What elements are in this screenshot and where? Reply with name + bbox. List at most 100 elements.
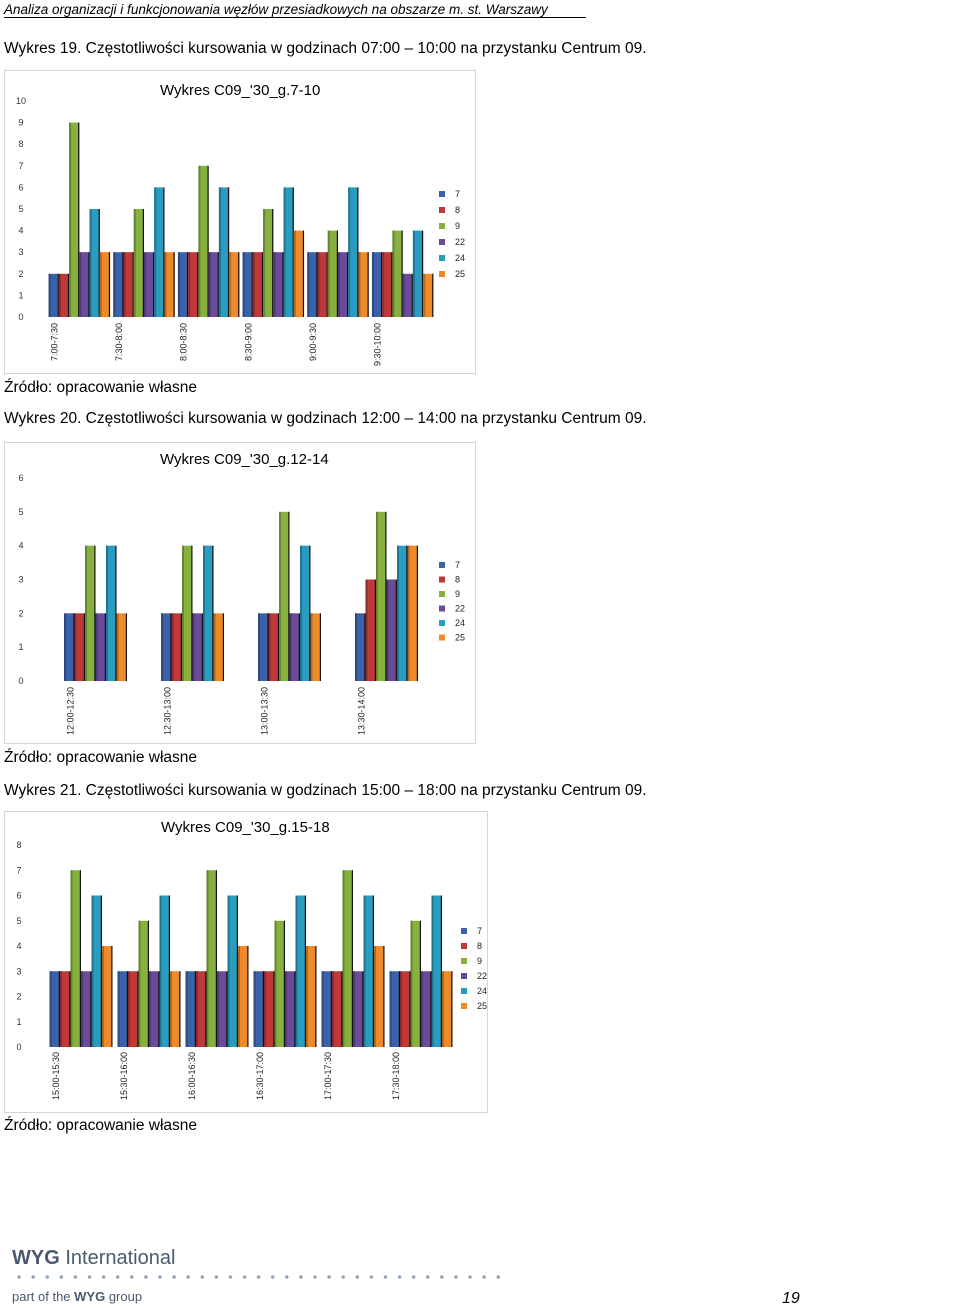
bar-shade	[74, 613, 77, 681]
wyg-group-tagline: part of the WYG group	[12, 1289, 143, 1304]
bar-shade	[410, 920, 413, 1047]
bar	[48, 273, 59, 317]
bar-shade	[161, 613, 163, 681]
legend-swatch	[439, 576, 445, 583]
y-tick-label: 5	[18, 204, 23, 214]
bar-shade	[402, 273, 405, 317]
bar-edge	[94, 545, 96, 681]
bar	[397, 545, 408, 681]
bar-edge	[326, 252, 328, 317]
bar	[206, 870, 217, 1047]
bar-shade	[177, 252, 180, 317]
y-tick-label: 1	[16, 1017, 21, 1027]
legend-label: 22	[477, 971, 487, 981]
bar-shade	[242, 252, 245, 317]
bar	[208, 252, 219, 317]
bar-edge	[88, 252, 90, 317]
bar-shade	[264, 971, 266, 1047]
bar	[310, 613, 321, 681]
bar	[85, 545, 96, 681]
bar-edge	[406, 545, 408, 681]
legend-label: 7	[455, 189, 460, 199]
bar-edge	[153, 252, 155, 317]
bar-edge	[238, 252, 240, 317]
bar-edge	[267, 613, 269, 681]
bar-shade	[392, 230, 395, 317]
bar-edge	[194, 971, 196, 1047]
bar	[355, 613, 366, 681]
bar-edge	[126, 971, 128, 1047]
bar-edge	[302, 230, 305, 317]
bar	[144, 252, 155, 317]
chart-frame-19: Wykres C09_'30_g.7-10 0 1 2 3 4 5 6 7 8 9 10 7:00-7:…	[4, 70, 476, 374]
bar	[164, 252, 175, 317]
bar-shade	[279, 511, 281, 681]
bar	[177, 252, 189, 317]
bar-shade	[170, 971, 172, 1047]
bar	[389, 971, 400, 1047]
bar-shade	[295, 895, 298, 1047]
legend-swatch	[461, 958, 467, 964]
bar-edge	[451, 971, 453, 1047]
bar-shade	[213, 613, 216, 681]
bar	[229, 252, 240, 317]
bar-chart-20: Wykres C09_'30_g.12-14 0 1 2 3 4 5 6 12:00-12:30…	[18, 451, 465, 735]
bar-shade	[208, 252, 211, 317]
bar-edge	[163, 187, 165, 317]
bar	[274, 920, 285, 1047]
bar-shade	[348, 187, 351, 317]
legend-label: 8	[477, 941, 482, 951]
bar-edge	[79, 870, 81, 1047]
y-tick-label: 10	[16, 96, 26, 106]
bar	[238, 946, 249, 1047]
bar-edge	[391, 252, 393, 317]
bar-shade	[321, 971, 324, 1047]
legend-swatch	[439, 223, 445, 229]
bar-shade	[185, 971, 188, 1047]
bar-shade	[164, 252, 167, 317]
legend-swatch	[439, 634, 445, 641]
legend-label: 7	[455, 560, 460, 570]
bar	[95, 613, 106, 681]
legend-swatch	[461, 988, 467, 994]
bar-shade	[431, 895, 434, 1047]
bar-edge	[362, 971, 364, 1047]
bar-shade	[274, 920, 277, 1047]
bar-edge	[69, 971, 71, 1047]
bar-edge	[357, 187, 359, 317]
bar	[196, 971, 207, 1047]
bar-edge	[432, 273, 434, 317]
legend-swatch	[461, 1003, 467, 1009]
bar	[431, 895, 442, 1047]
bar-shade	[355, 613, 357, 681]
legend-swatch	[439, 562, 445, 568]
bar	[363, 895, 374, 1047]
bar-shade	[386, 579, 389, 681]
bar-edge	[147, 920, 149, 1047]
bar-shade	[400, 971, 402, 1047]
bar-shade	[149, 971, 151, 1047]
bar	[279, 511, 290, 681]
bar-shade	[293, 230, 296, 317]
x-tick-label: 8:30-9:00	[243, 323, 253, 361]
bar-shade	[363, 895, 366, 1047]
bar-shade	[99, 252, 102, 317]
y-tick-label: 4	[18, 226, 23, 236]
source-note-20: Źródło: opracowanie własne	[4, 749, 197, 766]
bar-edge	[367, 252, 369, 317]
bar-shade	[91, 895, 94, 1047]
legend-label: 22	[455, 604, 465, 614]
bar-edge	[100, 895, 102, 1047]
bar	[321, 971, 332, 1047]
bar-edge	[179, 971, 181, 1047]
bar	[188, 252, 199, 317]
bar	[192, 613, 203, 681]
bar-shade	[113, 252, 116, 317]
bar-shade	[117, 971, 120, 1047]
source-note-21: Źródło: opracowanie własne	[4, 1117, 197, 1134]
bar-shade	[171, 613, 174, 681]
bar-edge	[315, 946, 317, 1047]
bar-edge	[108, 252, 111, 317]
bar-shade	[358, 252, 361, 317]
bar-edge	[319, 613, 321, 681]
